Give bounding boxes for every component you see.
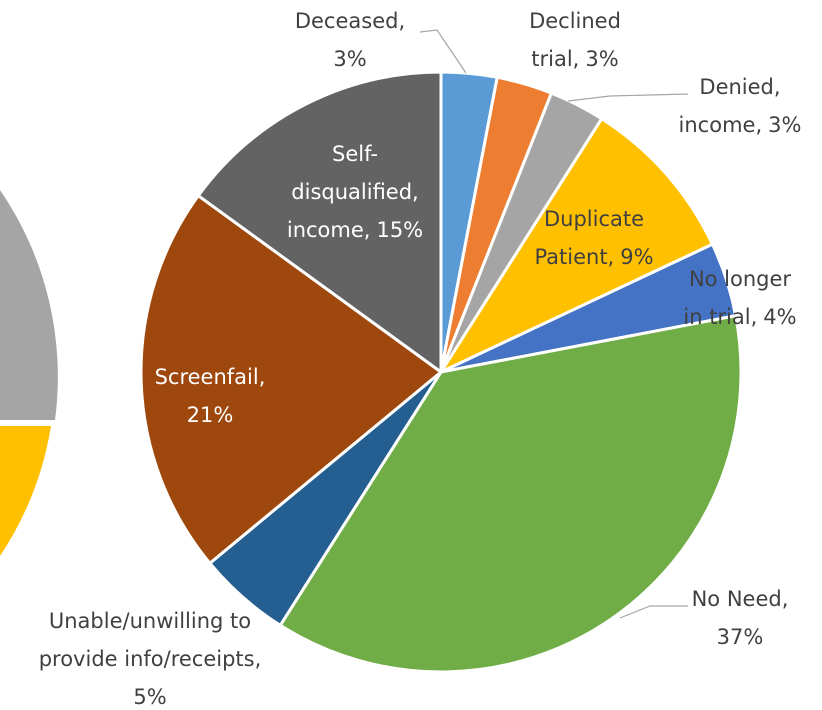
data-label-value: 3% <box>585 47 618 71</box>
neighbor-chart-slice <box>0 190 58 420</box>
neighbor-chart-slice <box>0 426 51 556</box>
data-label-value: 21% <box>187 403 234 427</box>
data-label-category: Denied, income, <box>679 75 781 137</box>
leader-line <box>619 605 688 619</box>
data-label-category: Unable/unwilling to provide info/receipts… <box>39 609 262 671</box>
data-label-category: Self-disqualified, income, <box>287 142 419 242</box>
data-label-category: Duplicate Patient, <box>534 207 644 269</box>
data-label-value: 5% <box>133 685 166 709</box>
data-label-value: 37% <box>717 625 764 649</box>
data-label-value: 9% <box>620 245 653 269</box>
leader-line <box>567 93 689 102</box>
data-label-category: Declined trial, <box>529 9 621 71</box>
data-label-value: 3% <box>768 113 801 137</box>
data-label-value: 3% <box>333 47 366 71</box>
data-label-category: Screenfail, <box>155 365 266 389</box>
pie-slice <box>139 194 443 565</box>
data-label-category: No longer in trial, <box>683 267 791 329</box>
pie-slice <box>196 70 443 374</box>
data-label-value: 15% <box>376 218 423 242</box>
data-label-category: No Need, <box>692 587 789 611</box>
pie-slice <box>278 314 743 674</box>
pie-slice <box>439 117 714 374</box>
data-label-value: 4% <box>763 305 796 329</box>
data-label-category: Deceased, <box>295 9 405 33</box>
leader-line <box>419 29 467 74</box>
